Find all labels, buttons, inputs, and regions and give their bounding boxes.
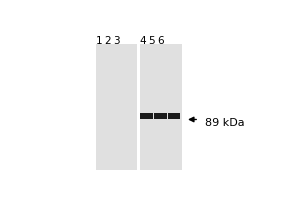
Text: 4: 4 (140, 36, 146, 46)
Bar (154, 113, 167, 119)
Text: 3: 3 (113, 36, 120, 46)
Bar (168, 113, 181, 119)
Text: 2: 2 (104, 36, 111, 46)
Bar (140, 44, 182, 170)
Text: 1: 1 (95, 36, 102, 46)
Text: 6: 6 (158, 36, 164, 46)
Text: 89 kDa: 89 kDa (205, 118, 244, 128)
Bar (140, 113, 153, 119)
Text: 5: 5 (148, 36, 155, 46)
Bar (96, 44, 137, 170)
